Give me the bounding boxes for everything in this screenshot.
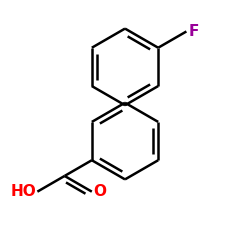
Text: F: F <box>188 24 199 39</box>
Text: HO: HO <box>10 184 36 199</box>
Text: O: O <box>93 184 106 199</box>
